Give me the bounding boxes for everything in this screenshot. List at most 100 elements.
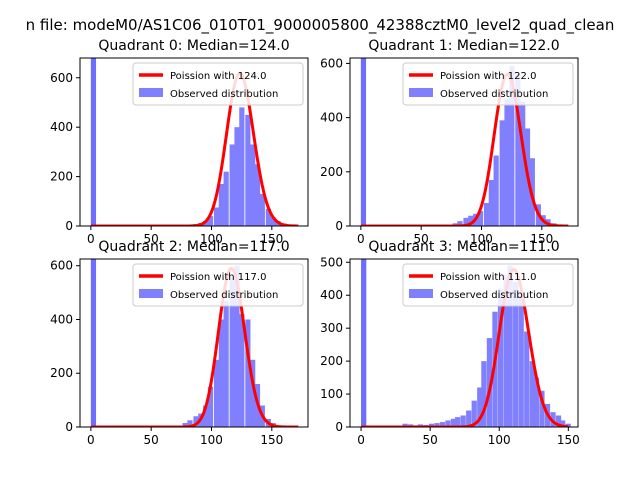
histogram-bar — [560, 420, 566, 427]
histogram-bar — [488, 179, 494, 226]
y-tick-label: 200 — [320, 354, 343, 368]
x-tick-label: 0 — [357, 232, 365, 246]
x-tick-label: 50 — [144, 232, 159, 246]
histogram-bar — [533, 377, 540, 427]
y-tick-label: 600 — [50, 71, 73, 85]
x-tick-label: 50 — [414, 232, 429, 246]
y-tick-label: 600 — [50, 259, 73, 273]
legend-label: Observed distribution — [170, 290, 278, 301]
observed-bars — [90, 259, 276, 427]
y-tick-label: 400 — [50, 120, 73, 134]
histogram-bar — [234, 127, 240, 226]
x-tick-label: 150 — [557, 433, 580, 447]
legend-label: Observed distribution — [440, 290, 548, 301]
histogram-bar — [457, 221, 463, 226]
legend: Poission with 111.0 Observed distribution — [402, 263, 574, 307]
histogram-bar — [193, 416, 199, 427]
histogram-bar — [463, 217, 469, 226]
histogram-bar — [203, 221, 209, 226]
y-tick-label: 200 — [320, 165, 343, 179]
histogram-bar — [483, 202, 490, 226]
histogram-bar — [477, 387, 483, 427]
histogram-bar — [270, 217, 276, 226]
histogram-bar — [434, 423, 440, 427]
legend-label: Poission with 122.0 — [440, 71, 536, 82]
legend-bar-swatch — [409, 88, 433, 97]
poisson-curve — [90, 266, 299, 427]
x-tick-label: 0 — [87, 232, 95, 246]
y-tick-label: 400 — [50, 312, 73, 326]
quadrant-panel-3: 0 50 100 150 0 100 200 300 400 500 Quadrant 3: Med… — [320, 239, 580, 447]
quadrant-title: Quadrant 1: Median=122.0 — [368, 38, 559, 54]
axes-frame — [349, 258, 579, 428]
histogram-bar — [218, 184, 224, 226]
histogram-bar — [481, 361, 487, 427]
quadrant-title: Quadrant 2: Median=117.0 — [98, 239, 289, 255]
y-tick-label: 0 — [65, 219, 73, 233]
histogram-bar — [229, 144, 235, 226]
histogram-bar — [360, 58, 367, 226]
histogram-bar — [504, 98, 510, 226]
histogram-bar — [468, 215, 474, 226]
legend: Poission with 124.0 Observed distribution — [132, 62, 304, 106]
x-tick-label: 150 — [530, 232, 553, 246]
histogram-bar — [507, 265, 513, 427]
legend-box — [402, 62, 574, 106]
quadrant-panels: 0 50 100 150 0 200 400 600 Quadrant 0: Median=12… — [50, 38, 580, 447]
histogram-bar — [213, 359, 220, 427]
quadrant-panel-2: 0 50 100 150 0 200 400 600 Quadrant 2: Median=11… — [50, 239, 309, 447]
histogram-bar — [509, 66, 515, 226]
y-tick-label: 400 — [320, 111, 343, 125]
legend-box — [402, 263, 574, 307]
y-tick-label: 0 — [335, 420, 343, 434]
legend-bar-swatch — [139, 289, 163, 298]
histogram-bar — [493, 155, 499, 226]
x-tick-label: 0 — [357, 433, 365, 447]
histogram-bar — [223, 300, 229, 427]
histogram-bar — [187, 420, 193, 427]
histogram-bar — [254, 164, 261, 226]
legend-label: Poission with 111.0 — [440, 272, 536, 283]
y-tick-label: 200 — [50, 170, 73, 184]
histogram-bar — [486, 338, 493, 427]
histogram-bar — [250, 144, 256, 226]
axes-frame — [349, 57, 579, 227]
y-tick-label: 100 — [320, 387, 343, 401]
legend-bar-swatch — [409, 289, 433, 298]
histogram-bar — [439, 422, 446, 427]
histogram-bar — [90, 259, 97, 427]
histogram-bar — [466, 410, 472, 427]
histogram-bar — [539, 390, 545, 427]
histogram-bar — [460, 415, 466, 427]
y-tick-label: 200 — [50, 366, 73, 380]
histogram-bar — [218, 319, 224, 427]
histogram-bar — [513, 282, 519, 427]
x-tick-label: 150 — [260, 232, 283, 246]
legend-label: Poission with 117.0 — [170, 272, 266, 283]
histogram-bar — [207, 386, 214, 427]
x-tick-label: 100 — [470, 232, 493, 246]
histogram-bar — [529, 361, 535, 427]
axes-frame — [79, 258, 309, 428]
histogram-bar — [428, 423, 435, 427]
histogram-bar — [555, 415, 562, 427]
legend: Poission with 117.0 Observed distribution — [132, 263, 304, 307]
quadrant-panel-0: 0 50 100 150 0 200 400 600 Quadrant 0: Median=12… — [50, 38, 309, 246]
histogram-bar — [203, 405, 209, 427]
y-tick-label: 0 — [335, 219, 343, 233]
quadrant-title: Quadrant 3: Median=111.0 — [368, 239, 559, 255]
histogram-bar — [90, 58, 97, 226]
observed-bars — [90, 58, 297, 226]
x-tick-label: 0 — [87, 433, 95, 447]
y-tick-label: 0 — [65, 420, 73, 434]
histogram-bar — [245, 319, 251, 427]
histogram-bar — [207, 216, 214, 226]
x-tick-label: 100 — [488, 433, 511, 447]
x-tick-label: 50 — [144, 433, 159, 447]
histogram-bar — [499, 120, 505, 226]
legend-bar-swatch — [139, 88, 163, 97]
x-tick-label: 150 — [260, 433, 283, 447]
histogram-bar — [265, 208, 271, 226]
histogram-bar — [518, 295, 524, 427]
